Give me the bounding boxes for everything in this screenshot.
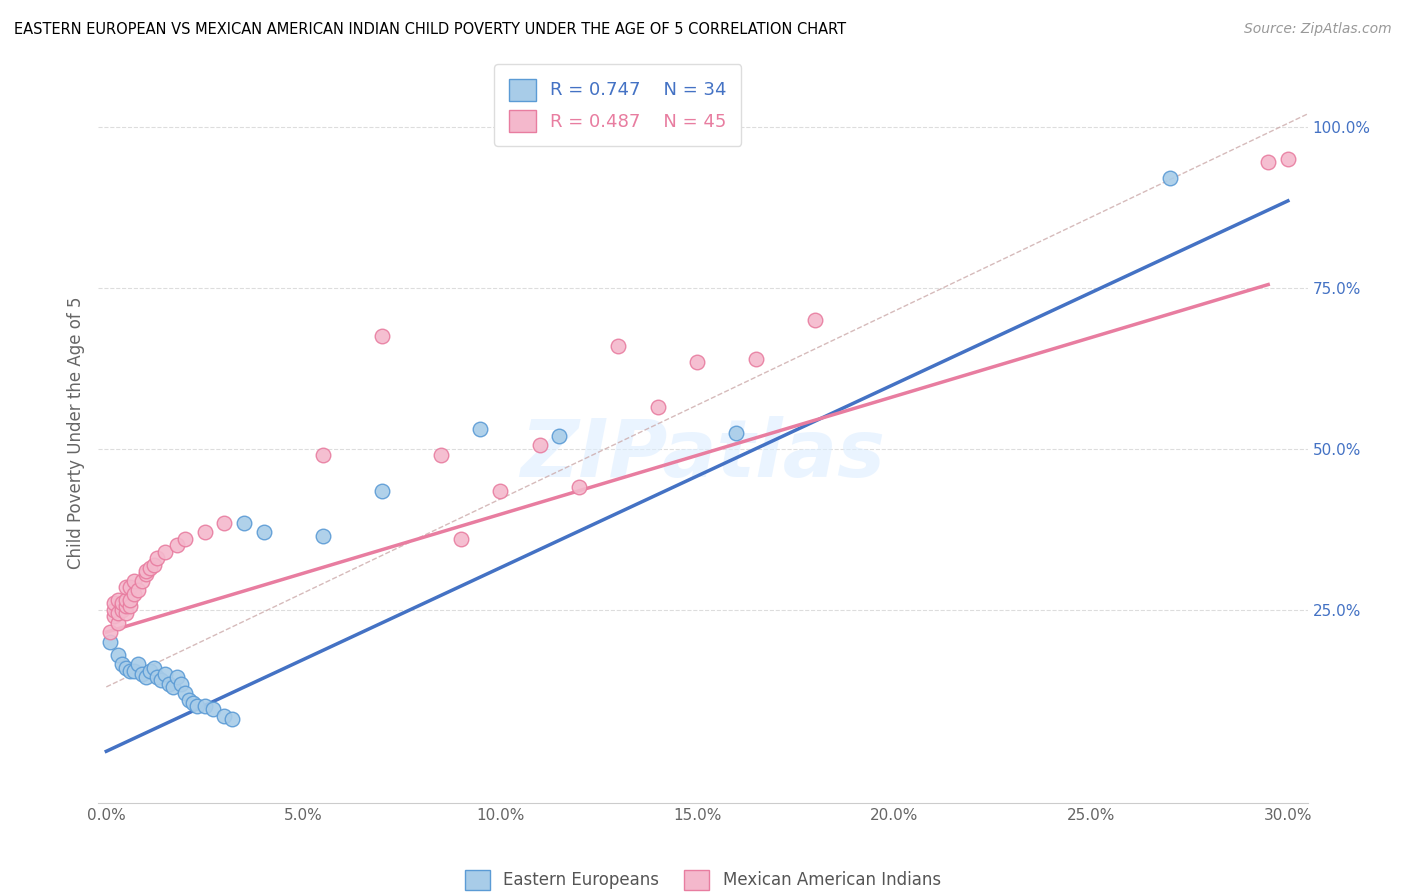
Point — [115, 606, 138, 620]
Point — [804, 313, 827, 327]
Point — [1257, 155, 1279, 169]
Point — [607, 339, 630, 353]
Point — [111, 657, 134, 672]
Point — [1277, 152, 1299, 166]
Point — [122, 586, 145, 600]
Point — [686, 355, 709, 369]
Point — [1159, 171, 1181, 186]
Point — [201, 702, 224, 716]
Point — [745, 351, 768, 366]
Point — [118, 580, 141, 594]
Point — [162, 680, 184, 694]
Point — [111, 596, 134, 610]
Point — [107, 593, 129, 607]
Point — [186, 699, 208, 714]
Point — [122, 574, 145, 588]
Point — [142, 558, 165, 572]
Point — [233, 516, 256, 530]
Point — [166, 538, 188, 552]
Point — [131, 667, 153, 681]
Point — [115, 660, 138, 674]
Point — [107, 648, 129, 662]
Point — [221, 712, 243, 726]
Point — [115, 599, 138, 614]
Point — [127, 657, 149, 672]
Point — [115, 593, 138, 607]
Point — [138, 561, 160, 575]
Point — [430, 448, 453, 462]
Point — [529, 438, 551, 452]
Point — [118, 593, 141, 607]
Point — [489, 483, 512, 498]
Point — [111, 599, 134, 614]
Point — [138, 664, 160, 678]
Point — [103, 596, 125, 610]
Point — [194, 525, 217, 540]
Point — [98, 625, 121, 640]
Point — [107, 615, 129, 630]
Point — [122, 664, 145, 678]
Point — [470, 422, 492, 436]
Point — [214, 516, 236, 530]
Point — [450, 532, 472, 546]
Point — [157, 676, 180, 690]
Point — [103, 602, 125, 616]
Point — [146, 670, 169, 684]
Point — [568, 480, 591, 494]
Point — [166, 670, 188, 684]
Point — [150, 673, 173, 688]
Point — [118, 664, 141, 678]
Point — [170, 676, 193, 690]
Point — [146, 551, 169, 566]
Point — [253, 525, 276, 540]
Point — [214, 709, 236, 723]
Point — [155, 667, 177, 681]
Point — [371, 483, 394, 498]
Point — [127, 583, 149, 598]
Point — [181, 696, 204, 710]
Text: Source: ZipAtlas.com: Source: ZipAtlas.com — [1244, 22, 1392, 37]
Point — [725, 425, 748, 440]
Y-axis label: Child Poverty Under the Age of 5: Child Poverty Under the Age of 5 — [66, 296, 84, 569]
Point — [142, 660, 165, 674]
Point — [174, 686, 197, 700]
Text: ZIPatlas: ZIPatlas — [520, 416, 886, 494]
Point — [371, 329, 394, 343]
Point — [548, 429, 571, 443]
Point — [647, 400, 669, 414]
Point — [135, 567, 157, 582]
Point — [312, 528, 335, 542]
Point — [103, 609, 125, 624]
Point — [194, 699, 217, 714]
Point — [312, 448, 335, 462]
Point — [174, 532, 197, 546]
Point — [135, 670, 157, 684]
Point — [155, 545, 177, 559]
Point — [98, 635, 121, 649]
Point — [131, 574, 153, 588]
Point — [118, 599, 141, 614]
Text: EASTERN EUROPEAN VS MEXICAN AMERICAN INDIAN CHILD POVERTY UNDER THE AGE OF 5 COR: EASTERN EUROPEAN VS MEXICAN AMERICAN IND… — [14, 22, 846, 37]
Point — [111, 602, 134, 616]
Point — [107, 606, 129, 620]
Point — [115, 580, 138, 594]
Legend: Eastern Europeans, Mexican American Indians: Eastern Europeans, Mexican American Indi… — [458, 863, 948, 892]
Point — [177, 693, 200, 707]
Point — [135, 564, 157, 578]
